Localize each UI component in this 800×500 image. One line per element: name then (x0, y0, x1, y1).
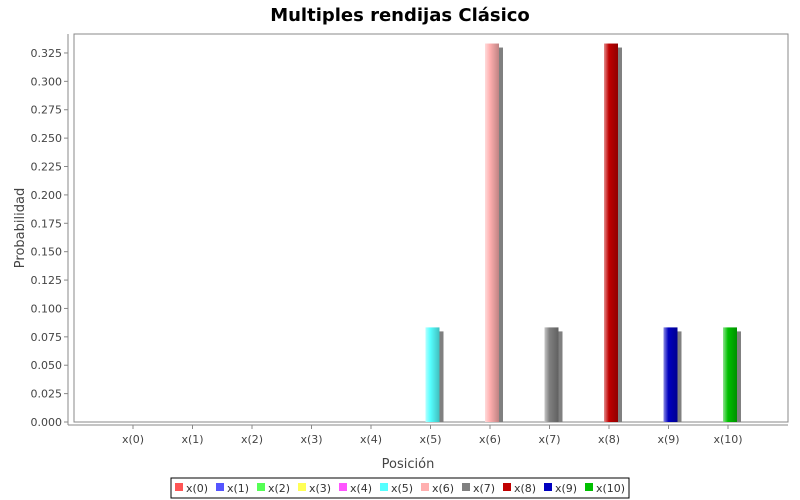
legend-label: x(2) (268, 482, 290, 495)
x-tick-label: x(8) (598, 433, 620, 446)
legend-label: x(8) (514, 482, 536, 495)
y-tick-label: 0.175 (31, 217, 63, 230)
y-tick-label: 0.025 (31, 388, 63, 401)
legend-swatch (380, 483, 388, 491)
legend-label: x(7) (473, 482, 495, 495)
y-tick-label: 0.225 (31, 161, 63, 174)
y-axis-ticks: 0.000 0.025 0.050 0.075 0.100 0.125 0.150 0.175… (31, 47, 68, 429)
x-tick-label: x(4) (360, 433, 382, 446)
y-tick-label: 0.100 (31, 302, 63, 315)
x-tick-label: x(6) (479, 433, 501, 446)
legend-label: x(3) (309, 482, 331, 495)
x-tick-label: x(3) (300, 433, 322, 446)
legend-label: x(1) (227, 482, 249, 495)
legend-items: x(0) x(1) x(2) x(3) x(4) x(5) x(6) x(7) x(8) x(9)… (175, 482, 625, 495)
legend-label: x(4) (350, 482, 372, 495)
legend-swatch (298, 483, 306, 491)
legend-label: x(10) (596, 482, 625, 495)
legend-frame (170, 477, 630, 499)
legend-label: x(9) (555, 482, 577, 495)
x-tick-label: x(2) (241, 433, 263, 446)
legend-label: x(5) (391, 482, 413, 495)
y-tick-label: 0.250 (31, 132, 63, 145)
legend-label: x(0) (186, 482, 208, 495)
y-tick-label: 0.300 (31, 75, 63, 88)
y-tick-label: 0.275 (31, 104, 63, 117)
legend-swatch (544, 483, 552, 491)
x-tick-label: x(0) (122, 433, 144, 446)
y-tick-label: 0.200 (31, 189, 63, 202)
legend-label: x(6) (432, 482, 454, 495)
y-tick-label: 0.000 (31, 416, 63, 429)
bar-x(6) (485, 43, 499, 422)
x-tick-label: x(7) (538, 433, 560, 446)
y-tick-label: 0.325 (31, 47, 63, 60)
legend-swatch (462, 483, 470, 491)
legend-swatch (421, 483, 429, 491)
x-tick-label: x(10) (713, 433, 742, 446)
x-axis-title: Posición (382, 457, 435, 472)
bar-x(9) (663, 327, 678, 422)
legend-swatch (585, 483, 593, 491)
legend: x(0) x(1) x(2) x(3) x(4) x(5) x(6) x(7) x(8) x(9)… (170, 477, 630, 499)
legend-swatch (339, 483, 347, 491)
bar-x(7) (544, 327, 559, 422)
legend-swatch (257, 483, 265, 491)
legend-swatch (503, 483, 511, 491)
x-axis-ticks: x(0) x(1) x(2) x(3) x(4) x(5) x(6) x(7) x(8) x(9)… (122, 425, 743, 446)
y-tick-label: 0.075 (31, 331, 63, 344)
bar-x(8) (604, 43, 618, 422)
bar-x(10) (723, 327, 737, 422)
y-tick-label: 0.050 (31, 359, 63, 372)
bar-group (425, 43, 741, 422)
x-tick-label: x(9) (657, 433, 679, 446)
bar-x(5) (425, 327, 440, 422)
y-tick-label: 0.150 (31, 246, 63, 259)
legend-swatch (175, 483, 183, 491)
legend-swatch (216, 483, 224, 491)
chart-title: Multiples rendijas Clásico (270, 5, 530, 26)
y-axis-title: Probabilidad (13, 188, 28, 268)
x-tick-label: x(5) (419, 433, 441, 446)
x-tick-label: x(1) (181, 433, 203, 446)
y-tick-label: 0.125 (31, 274, 63, 287)
